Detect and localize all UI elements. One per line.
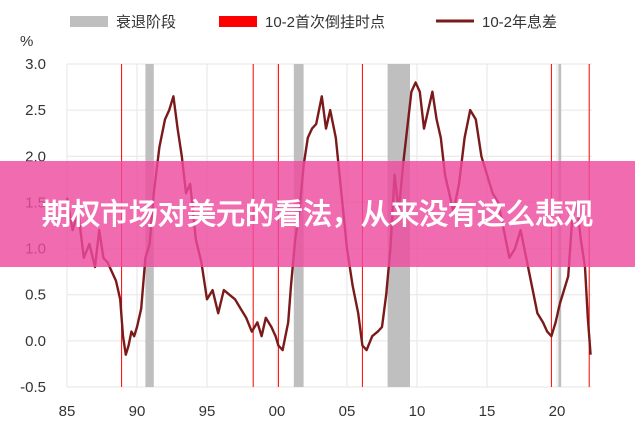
y-tick-label: 0.5 [25,287,46,304]
legend-label-spread: 10-2年息差 [482,14,557,31]
x-tick-label: 05 [339,403,356,420]
y-axis-unit: % [20,33,33,50]
x-tick-label: 15 [479,403,496,420]
x-tick-label: 20 [549,403,566,420]
legend-swatch-recession [70,16,108,27]
x-tick-label: 95 [199,403,216,420]
y-tick-label: -0.5 [20,379,46,396]
x-tick-label: 00 [269,403,286,420]
x-tick-label: 90 [129,403,146,420]
y-tick-label: 2.5 [25,102,46,119]
legend: 衰退阶段 10-2首次倒挂时点 10-2年息差 [70,14,557,31]
x-tick-label: 85 [59,403,76,420]
legend-label-flip: 10-2首次倒挂时点 [265,14,385,31]
headline-banner: 期权市场对美元的看法，从来没有这么悲观 [0,161,635,267]
x-axis-ticks: 85 90 95 00 05 10 15 20 [59,403,566,420]
x-tick-label: 10 [409,403,426,420]
y-tick-label: 3.0 [25,56,46,73]
legend-label-recession: 衰退阶段 [116,14,176,31]
legend-swatch-flip [219,16,257,27]
y-tick-label: 0.0 [25,333,46,350]
headline-text: 期权市场对美元的看法，从来没有这么悲观 [41,197,593,231]
